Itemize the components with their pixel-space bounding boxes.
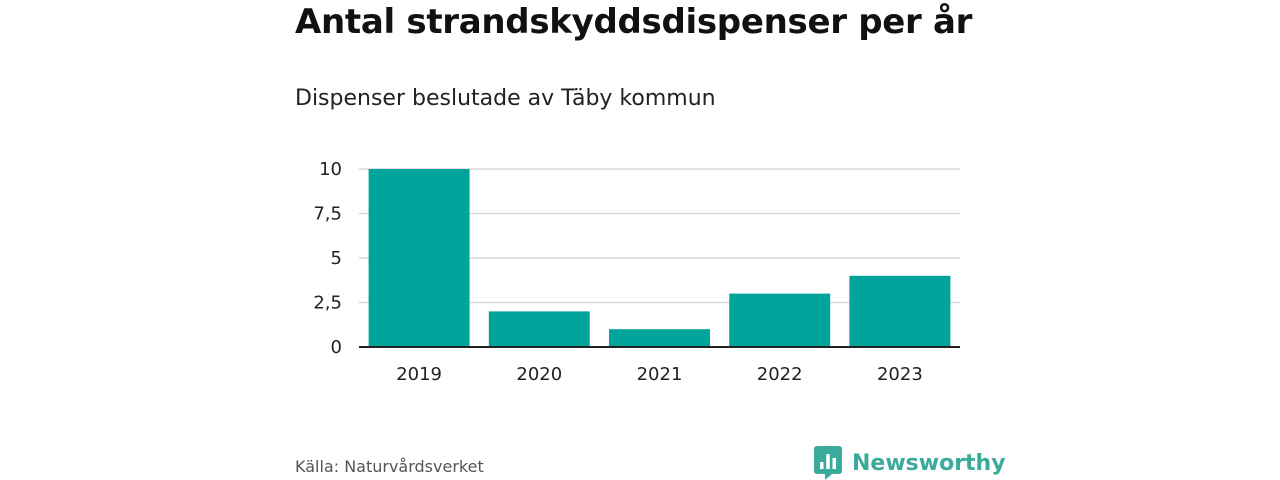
axes: 0 2,5 5 7,5 10 2019 2020 2021 2022 2023	[313, 159, 960, 385]
chart-subtitle: Dispenser beslutade av Täby kommun	[295, 86, 716, 111]
bars	[368, 169, 951, 347]
y-tick-label: 0	[331, 337, 342, 358]
x-tick-label: 2020	[516, 364, 562, 385]
newsworthy-logo-icon	[814, 446, 842, 480]
x-tick-label: 2019	[396, 364, 442, 385]
x-tick-label: 2022	[757, 364, 803, 385]
bar-2020	[488, 311, 590, 347]
bar-2021	[609, 329, 710, 347]
source-note: Källa: Naturvårdsverket	[295, 457, 484, 476]
x-tick-label: 2021	[637, 364, 683, 385]
y-tick-label: 7,5	[313, 204, 342, 225]
bar-2023	[849, 275, 951, 347]
y-tick-label: 2,5	[313, 293, 342, 314]
y-tick-label: 5	[331, 248, 342, 269]
bar-2019	[368, 169, 470, 347]
bar-2022	[729, 293, 831, 347]
y-tick-label: 10	[319, 159, 342, 180]
brand-name: Newsworthy	[852, 450, 1006, 476]
x-tick-label: 2023	[877, 364, 923, 385]
bar-chart: 0 2,5 5 7,5 10 2019 2020 2021 2022 2023	[313, 159, 960, 385]
chart-title: Antal strandskyddsdispenser per år	[295, 2, 973, 42]
brand-logo: Newsworthy	[814, 446, 1006, 480]
